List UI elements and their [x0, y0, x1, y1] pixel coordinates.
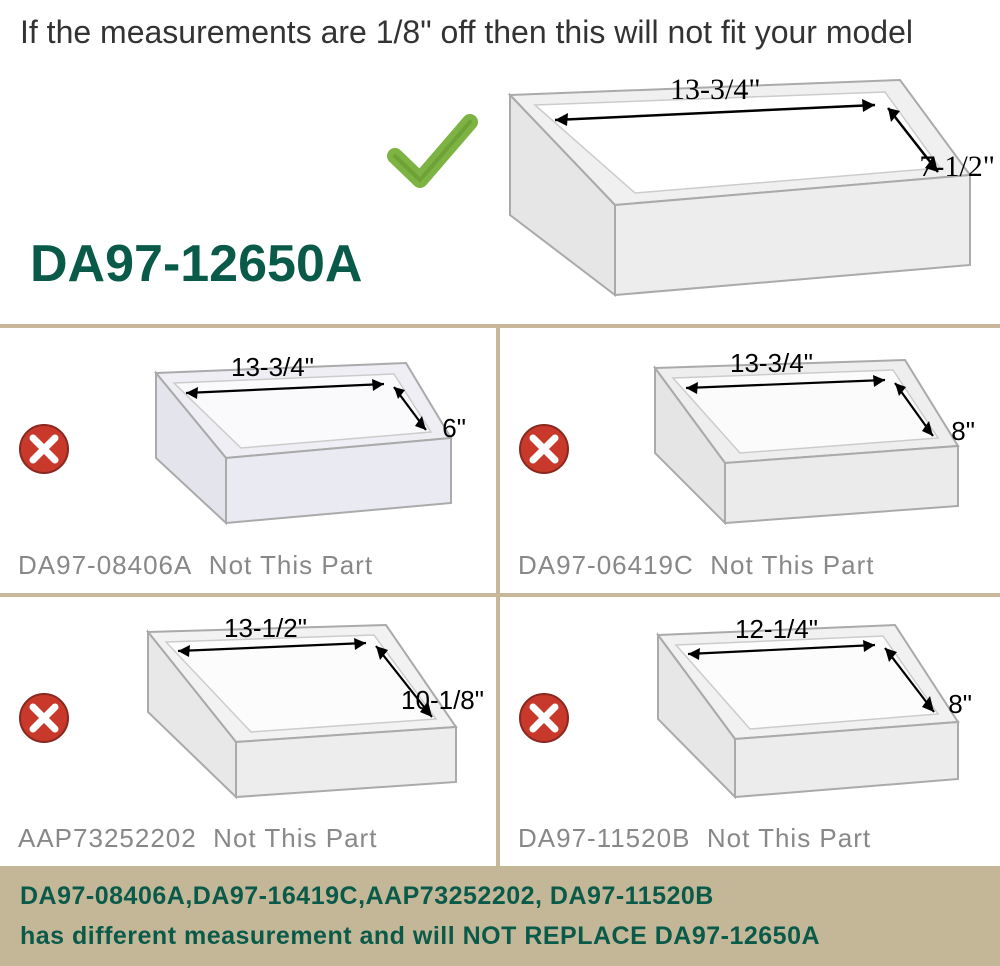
- cell3-depth: 10-1/8": [401, 685, 484, 716]
- grid-cell-1: 13-3/4" 6" DA97-08406A Not This Part: [0, 328, 500, 597]
- header-section: If the measurements are 1/8" off then th…: [0, 0, 1000, 324]
- main-bin-diagram: 13-3/4" 7-1/2": [470, 40, 980, 310]
- cross-icon: [18, 423, 70, 480]
- cell4-width: 12-1/4": [735, 614, 818, 645]
- checkmark-icon: [385, 108, 480, 203]
- cell2-label: DA97-06419C Not This Part: [518, 550, 874, 581]
- cell1-depth: 6": [442, 413, 466, 444]
- footer-section: DA97-08406A,DA97-16419C,AAP73252202, DA9…: [0, 866, 1000, 966]
- cell2-width: 13-3/4": [730, 348, 813, 379]
- grid-cell-3: 13-1/2" 10-1/8" AAP73252202 Not This Par…: [0, 597, 500, 866]
- comparison-grid: 13-3/4" 6" DA97-08406A Not This Part: [0, 324, 1000, 866]
- cross-icon: [518, 692, 570, 749]
- bin-diagram-2: 13-3/4" 8": [630, 338, 970, 538]
- main-part-number: DA97-12650A: [30, 234, 362, 294]
- footer-line2: has different measurement and will NOT R…: [20, 916, 980, 956]
- main-depth-label: 7-1/2": [919, 150, 995, 184]
- cross-icon: [518, 423, 570, 480]
- grid-cell-2: 13-3/4" 8" DA97-06419C Not This Part: [500, 328, 1000, 597]
- cell3-label: AAP73252202 Not This Part: [18, 823, 377, 854]
- cell2-depth: 8": [951, 416, 975, 447]
- cell1-label: DA97-08406A Not This Part: [18, 550, 373, 581]
- grid-cell-4: 12-1/4" 8" DA97-11520B Not This Part: [500, 597, 1000, 866]
- main-width-label: 13-3/4": [670, 73, 761, 107]
- cross-icon: [18, 692, 70, 749]
- cell4-depth: 8": [948, 689, 972, 720]
- cell3-width: 13-1/2": [224, 613, 307, 644]
- bin-diagram-4: 12-1/4" 8": [630, 607, 970, 807]
- footer-line1: DA97-08406A,DA97-16419C,AAP73252202, DA9…: [20, 876, 980, 916]
- bin-diagram-3: 13-1/2" 10-1/8": [126, 607, 466, 807]
- cell4-label: DA97-11520B Not This Part: [518, 823, 871, 854]
- cell1-width: 13-3/4": [231, 352, 314, 383]
- bin-diagram-1: 13-3/4" 6": [126, 338, 466, 538]
